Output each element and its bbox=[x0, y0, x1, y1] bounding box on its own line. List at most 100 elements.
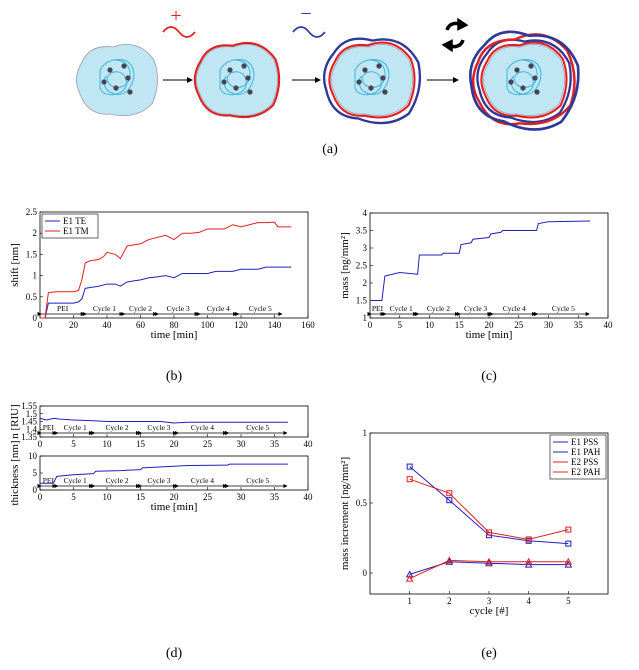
y-tick-label: 1.45 bbox=[21, 417, 37, 427]
marker bbox=[486, 529, 492, 536]
legend-label: E1 PAH bbox=[571, 447, 601, 457]
x-tick-label: 15 bbox=[455, 320, 465, 330]
negative-label: − bbox=[300, 3, 311, 25]
x-axis-label: time [min] bbox=[151, 501, 198, 513]
phase-label: Cycle 3 bbox=[147, 423, 170, 432]
x-tick-label: 160 bbox=[301, 320, 315, 330]
x-tick-label: 4 bbox=[526, 596, 531, 606]
x-tick-label: 40 bbox=[604, 320, 614, 330]
x-tick-label: 80 bbox=[170, 320, 180, 330]
x-axis-label: time [min] bbox=[151, 329, 198, 341]
legend-label: E2 PAH bbox=[571, 467, 601, 477]
phase-label: Cycle 2 bbox=[105, 423, 128, 432]
x-tick-label: 40 bbox=[103, 320, 113, 330]
y-tick-label: 0 bbox=[33, 485, 38, 495]
y-tick-label: 5 bbox=[33, 468, 38, 478]
y-tick-label: 0.5 bbox=[356, 498, 368, 508]
marker bbox=[564, 557, 573, 565]
data-line bbox=[409, 559, 569, 580]
y-tick-label: 1 bbox=[363, 313, 368, 323]
x-tick-label: 35 bbox=[270, 439, 280, 449]
marker bbox=[446, 497, 453, 504]
phase-label: Cycle 5 bbox=[246, 423, 269, 432]
x-tick-label: 10 bbox=[103, 492, 113, 502]
phase-label: Cycle 1 bbox=[93, 304, 116, 313]
y-tick-label: 2.5 bbox=[356, 261, 368, 271]
x-axis-label: cycle [#] bbox=[470, 605, 509, 617]
marker bbox=[565, 526, 572, 533]
phase-label: Cycle 4 bbox=[191, 423, 214, 432]
x-tick-label: 25 bbox=[203, 492, 213, 502]
x-tick-label: 10 bbox=[103, 439, 113, 449]
y-tick-label: 2 bbox=[33, 228, 38, 238]
marker bbox=[445, 556, 454, 564]
legend-label: E1 PSS bbox=[571, 437, 598, 447]
x-tick-label: 100 bbox=[201, 320, 215, 330]
x-tick-label: 20 bbox=[69, 320, 79, 330]
x-tick-label: 5 bbox=[566, 596, 571, 606]
marker bbox=[446, 490, 453, 497]
phase-label: Cycle 5 bbox=[246, 476, 269, 485]
marker bbox=[565, 540, 572, 547]
phase-label: Cycle 5 bbox=[249, 304, 272, 313]
y-tick-label: 0 bbox=[33, 313, 38, 323]
phase-label: Cycle 4 bbox=[207, 304, 230, 313]
x-tick-label: 2 bbox=[447, 596, 452, 606]
plot-area bbox=[39, 405, 309, 438]
marker bbox=[485, 557, 493, 565]
positive-label: + bbox=[170, 5, 181, 27]
data-line bbox=[370, 220, 591, 301]
x-tick-label: 60 bbox=[136, 320, 146, 330]
y-tick-label: 2 bbox=[363, 278, 368, 288]
phase-label: Cycle 2 bbox=[105, 476, 128, 485]
caption: (d) bbox=[166, 646, 183, 661]
x-tick-label: 20 bbox=[485, 320, 495, 330]
caption: (b) bbox=[166, 369, 183, 384]
x-tick-label: 5 bbox=[398, 320, 403, 330]
x-tick-label: 5 bbox=[71, 439, 76, 449]
x-tick-label: 40 bbox=[304, 439, 314, 449]
marker bbox=[406, 476, 413, 483]
y-tick-label: 1.5 bbox=[26, 249, 38, 259]
marker bbox=[485, 559, 493, 567]
y-axis-label: mass [ng/mm²] bbox=[339, 232, 351, 299]
phase-label: Cycle 3 bbox=[147, 476, 170, 485]
x-tick-label: 0 bbox=[368, 320, 373, 330]
y-tick-label: 0.5 bbox=[26, 292, 38, 302]
y-tick-label: 2.5 bbox=[26, 207, 38, 217]
marker bbox=[525, 536, 532, 543]
data-line bbox=[40, 463, 288, 484]
y-tick-label: 1.55 bbox=[21, 401, 37, 411]
y-axis-label: mass increment [ng/mm²] bbox=[339, 457, 351, 570]
x-tick-label: 15 bbox=[136, 439, 146, 449]
diagram: + − (a) bbox=[76, 3, 589, 157]
x-tick-label: 35 bbox=[574, 320, 584, 330]
phase-label: Cycle 1 bbox=[390, 304, 413, 313]
y-axis-label: shift [nm] bbox=[9, 243, 21, 287]
cycle-icon bbox=[441, 17, 469, 53]
legend-label: E1 TE bbox=[63, 216, 87, 226]
phase-label: PEI bbox=[57, 304, 69, 313]
phase-label: Cycle 5 bbox=[552, 304, 575, 313]
y-axis-label: n [RIU] bbox=[9, 404, 21, 439]
x-tick-label: 30 bbox=[544, 320, 554, 330]
x-tick-label: 5 bbox=[71, 492, 76, 502]
phase-label: Cycle 2 bbox=[129, 304, 152, 313]
x-tick-label: 120 bbox=[234, 320, 248, 330]
x-tick-label: 3 bbox=[487, 596, 492, 606]
x-tick-label: 20 bbox=[170, 439, 180, 449]
x-tick-label: 30 bbox=[237, 439, 247, 449]
y-tick-label: 3 bbox=[363, 243, 368, 253]
y-tick-label: 3.5 bbox=[356, 226, 368, 236]
marker bbox=[406, 463, 413, 470]
phase-label: PEI bbox=[372, 304, 384, 313]
phase-label: Cycle 2 bbox=[427, 304, 450, 313]
phase-label: Cycle 1 bbox=[64, 476, 87, 485]
phase-label: PEI bbox=[43, 476, 55, 485]
phase-label: Cycle 1 bbox=[64, 423, 87, 432]
phase-label: Cycle 3 bbox=[464, 304, 487, 313]
legend-label: E1 TM bbox=[63, 226, 89, 236]
y-tick-label: 4 bbox=[363, 208, 368, 218]
x-tick-label: 0 bbox=[38, 439, 43, 449]
